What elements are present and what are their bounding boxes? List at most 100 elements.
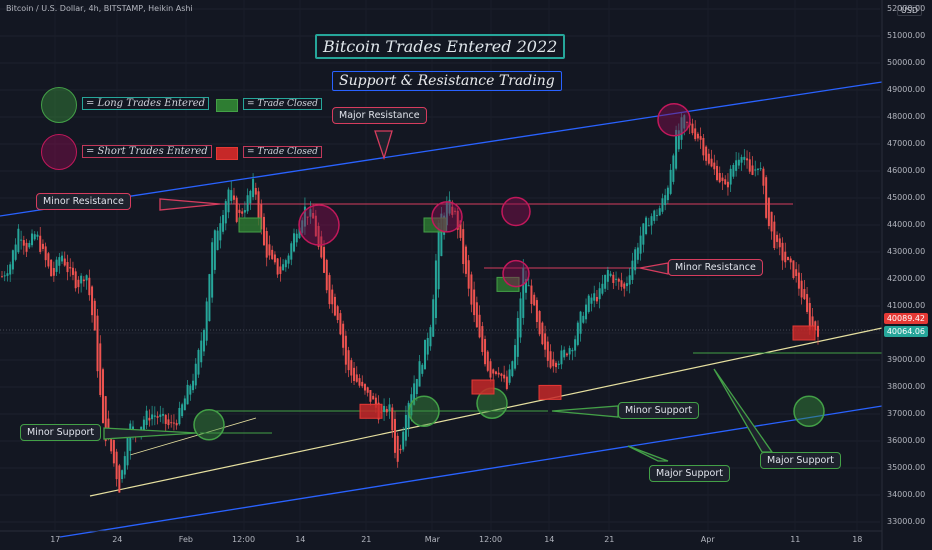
candle-body bbox=[522, 267, 525, 318]
candle-body bbox=[342, 323, 345, 348]
short-entry-marker bbox=[431, 201, 463, 233]
candle-body bbox=[167, 419, 170, 426]
candle-body bbox=[224, 201, 227, 224]
candle-body bbox=[194, 363, 197, 386]
candle-body bbox=[484, 339, 487, 365]
candle-body bbox=[82, 279, 85, 282]
candle-body bbox=[609, 273, 612, 276]
candle-body bbox=[202, 329, 205, 352]
candle-body bbox=[58, 257, 61, 266]
candle-body bbox=[489, 361, 492, 378]
candle-body bbox=[710, 158, 713, 167]
candle-body bbox=[110, 428, 113, 452]
candle-body bbox=[806, 294, 809, 312]
x-tick-label: 18 bbox=[852, 535, 863, 544]
candle-body bbox=[797, 272, 800, 289]
candle-body bbox=[478, 314, 481, 338]
candle-body bbox=[145, 410, 148, 425]
candle-body bbox=[647, 225, 650, 227]
candle-body bbox=[50, 259, 53, 277]
candle-body bbox=[47, 253, 50, 267]
candle-body bbox=[767, 197, 770, 227]
candle-body bbox=[786, 256, 789, 261]
candle-body bbox=[445, 201, 448, 226]
candle-body bbox=[211, 242, 214, 298]
candle-body bbox=[156, 416, 159, 418]
candle-body bbox=[333, 296, 336, 316]
candle-body bbox=[533, 294, 536, 306]
candle-body bbox=[197, 349, 200, 375]
candle-body bbox=[243, 210, 246, 213]
candle-body bbox=[617, 278, 620, 282]
candle-body bbox=[396, 435, 399, 462]
x-tick-label: 12:00 bbox=[479, 535, 503, 544]
candle-body bbox=[172, 422, 175, 424]
candle-body bbox=[527, 285, 530, 287]
candle-body bbox=[565, 353, 568, 356]
short-closed-marker bbox=[359, 403, 383, 419]
candle-body bbox=[546, 341, 549, 361]
candle-body bbox=[754, 169, 757, 171]
candle-body bbox=[585, 304, 588, 320]
candle-body bbox=[418, 361, 421, 387]
short-closed-legend-icon bbox=[216, 147, 238, 160]
candle-body bbox=[593, 293, 596, 301]
candle-body bbox=[743, 156, 746, 160]
candle-body bbox=[568, 348, 571, 355]
candle-body bbox=[17, 228, 20, 253]
candle-body bbox=[628, 275, 631, 285]
candle-body bbox=[298, 227, 301, 239]
y-tick-label: 36000.00 bbox=[887, 436, 926, 445]
candle-body bbox=[541, 322, 544, 345]
pointer-minor-resistance-right bbox=[639, 262, 669, 275]
candle-body bbox=[80, 275, 83, 284]
long-closed-legend-icon bbox=[216, 99, 238, 112]
candle-body bbox=[470, 274, 473, 305]
candle-body bbox=[631, 260, 634, 280]
candle-body bbox=[192, 380, 195, 391]
candle-body bbox=[756, 168, 759, 170]
minor-resistance-label-right: Minor Resistance bbox=[668, 259, 763, 276]
candle-body bbox=[227, 189, 230, 213]
candle-body bbox=[650, 216, 653, 226]
currency-button[interactable]: USD bbox=[896, 5, 922, 16]
trade-markers bbox=[193, 102, 825, 441]
candle-body bbox=[653, 210, 656, 221]
candle-body bbox=[88, 277, 91, 296]
candle-body bbox=[22, 240, 25, 246]
pointer-minor-resistance-left bbox=[159, 198, 221, 211]
candle-body bbox=[115, 451, 118, 480]
candle-body bbox=[677, 130, 680, 150]
candle-body bbox=[25, 242, 28, 252]
candle-body bbox=[282, 264, 285, 271]
candle-body bbox=[497, 372, 500, 375]
candle-body bbox=[9, 264, 12, 275]
candle-body bbox=[303, 206, 306, 227]
candle-body bbox=[213, 230, 216, 270]
candle-body bbox=[795, 269, 798, 276]
y-tick-label: 49000.00 bbox=[887, 85, 926, 94]
candle-body bbox=[421, 364, 424, 374]
last-price-tag-green: 40064.06 bbox=[883, 326, 928, 337]
candle-body bbox=[672, 155, 675, 182]
candle-body bbox=[707, 153, 710, 164]
candle-body bbox=[28, 243, 31, 248]
candle-body bbox=[238, 209, 241, 213]
candle-body bbox=[151, 414, 154, 420]
candle-body bbox=[391, 407, 394, 431]
candle-body bbox=[519, 298, 522, 338]
major-support-trendline bbox=[89, 327, 883, 497]
candle-body bbox=[69, 267, 72, 269]
candle-body bbox=[511, 361, 514, 377]
candle-body bbox=[773, 221, 776, 249]
candle-body bbox=[383, 405, 386, 413]
y-tick-label: 33000.00 bbox=[887, 517, 926, 526]
candle-body bbox=[85, 275, 88, 281]
candle-body bbox=[126, 436, 129, 466]
candle-body bbox=[216, 230, 219, 251]
candle-body bbox=[178, 407, 181, 425]
candle-body bbox=[683, 115, 686, 129]
candle-body bbox=[716, 165, 719, 181]
long-entry-marker bbox=[193, 409, 225, 441]
